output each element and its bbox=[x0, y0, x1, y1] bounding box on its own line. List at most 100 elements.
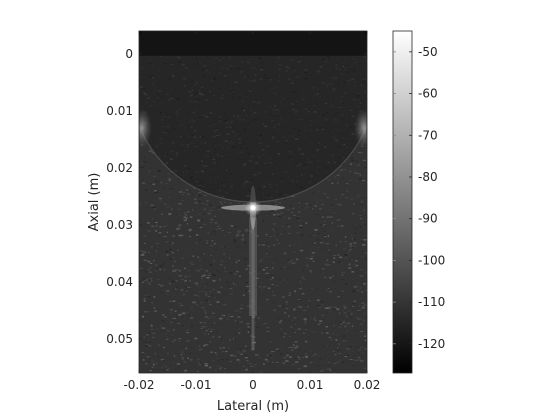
speckle-grain bbox=[319, 322, 321, 324]
speckle-grain bbox=[288, 261, 291, 263]
speckle-grain bbox=[336, 350, 339, 352]
speckle-grain bbox=[141, 254, 145, 256]
speckle-grain bbox=[328, 368, 330, 369]
speckle-grain bbox=[213, 275, 215, 278]
speckle-grain bbox=[280, 215, 285, 218]
speckle-grain bbox=[329, 264, 331, 266]
speckle-grain bbox=[141, 314, 144, 316]
speckle-grain bbox=[233, 355, 237, 357]
speckle-grain bbox=[198, 259, 202, 261]
speckle-grain bbox=[348, 346, 352, 348]
speckle-grain bbox=[154, 228, 157, 231]
speckle-grain bbox=[213, 277, 215, 279]
speckle-grain bbox=[349, 245, 353, 248]
speckle-grain bbox=[258, 306, 260, 308]
speckle-grain bbox=[326, 248, 329, 250]
speckle-grain bbox=[237, 246, 239, 248]
speckle-grain bbox=[298, 280, 301, 282]
speckle-grain bbox=[152, 261, 154, 263]
speckle-grain bbox=[186, 193, 190, 195]
speckle-grain bbox=[314, 290, 318, 292]
speckle-grain bbox=[213, 233, 217, 235]
speckle-grain bbox=[183, 192, 185, 193]
speckle-grain bbox=[289, 356, 293, 358]
speckle-grain bbox=[329, 216, 333, 218]
speckle-grain bbox=[162, 289, 166, 291]
speckle-grain bbox=[276, 349, 280, 352]
speckle-grain bbox=[336, 181, 339, 184]
speckle-grain bbox=[157, 278, 160, 280]
speckle-grain bbox=[282, 324, 285, 326]
speckle-grain bbox=[151, 218, 154, 220]
speckle-grain bbox=[185, 347, 188, 350]
speckle-grain bbox=[165, 293, 169, 295]
speckle-grain bbox=[139, 261, 142, 262]
speckle-grain bbox=[286, 224, 289, 227]
speckle-grain bbox=[229, 361, 233, 362]
speckle-grain bbox=[309, 362, 313, 364]
speckle-grain bbox=[295, 345, 298, 346]
speckle-grain bbox=[352, 213, 355, 215]
speckle-grain bbox=[296, 329, 299, 330]
speckle-grain bbox=[185, 199, 189, 201]
speckle-grain bbox=[266, 315, 270, 317]
colorbar-tick-label: -110 bbox=[418, 295, 445, 309]
speckle-grain bbox=[150, 245, 154, 248]
speckle-grain bbox=[201, 307, 205, 309]
speckle-grain bbox=[164, 326, 166, 328]
speckle-grain bbox=[244, 258, 247, 260]
speckle-grain bbox=[267, 246, 270, 247]
speckle-grain bbox=[229, 202, 232, 204]
speckle-grain bbox=[189, 216, 193, 218]
speckle-grain bbox=[204, 278, 206, 280]
speckle-grain bbox=[288, 315, 290, 317]
speckle-grain bbox=[198, 192, 202, 194]
speckle-grain bbox=[189, 265, 192, 266]
speckle-grain bbox=[224, 270, 228, 273]
y-tick-label: 0.02 bbox=[106, 161, 133, 175]
speckle-grain bbox=[223, 293, 226, 295]
speckle-grain bbox=[361, 241, 363, 243]
speckle-grain bbox=[283, 357, 287, 359]
speckle-grain bbox=[160, 200, 163, 202]
speckle-grain bbox=[284, 312, 287, 314]
speckle-grain bbox=[327, 235, 330, 237]
speckle-grain bbox=[349, 243, 352, 245]
speckle-grain bbox=[303, 318, 307, 320]
speckle-grain bbox=[360, 207, 362, 209]
speckle-grain bbox=[351, 322, 354, 325]
speckle-grain bbox=[178, 182, 180, 184]
speckle-grain bbox=[293, 244, 296, 245]
speckle-grain bbox=[163, 364, 166, 367]
speckle-grain bbox=[250, 343, 254, 345]
speckle-grain bbox=[301, 207, 304, 209]
speckle-grain bbox=[312, 208, 314, 210]
speckle-grain bbox=[334, 363, 337, 364]
speckle-grain bbox=[256, 222, 258, 224]
speckle-grain bbox=[348, 263, 351, 265]
speckle-grain bbox=[359, 359, 361, 361]
speckle-grain bbox=[191, 233, 193, 235]
speckle-grain bbox=[365, 303, 367, 305]
speckle-grain bbox=[309, 270, 313, 272]
speckle-grain bbox=[175, 286, 179, 288]
speckle-grain bbox=[154, 310, 157, 312]
colorbar-tick-label: -120 bbox=[418, 337, 445, 351]
speckle-grain bbox=[241, 304, 243, 306]
speckle-grain bbox=[273, 243, 276, 245]
speckle-grain bbox=[295, 346, 299, 348]
speckle-grain bbox=[147, 369, 149, 371]
speckle-grain bbox=[296, 258, 299, 261]
speckle-grain bbox=[350, 251, 352, 254]
speckle-grain bbox=[275, 285, 279, 287]
speckle-grain bbox=[224, 351, 228, 353]
speckle-grain bbox=[228, 316, 231, 318]
speckle-grain bbox=[221, 351, 225, 353]
speckle-grain bbox=[335, 261, 337, 263]
speckle-grain bbox=[204, 344, 208, 346]
speckle-grain bbox=[251, 348, 254, 351]
speckle-grain bbox=[144, 251, 146, 254]
speckle-grain bbox=[338, 353, 342, 354]
speckle-grain bbox=[242, 365, 245, 367]
speckle-grain bbox=[310, 351, 312, 353]
